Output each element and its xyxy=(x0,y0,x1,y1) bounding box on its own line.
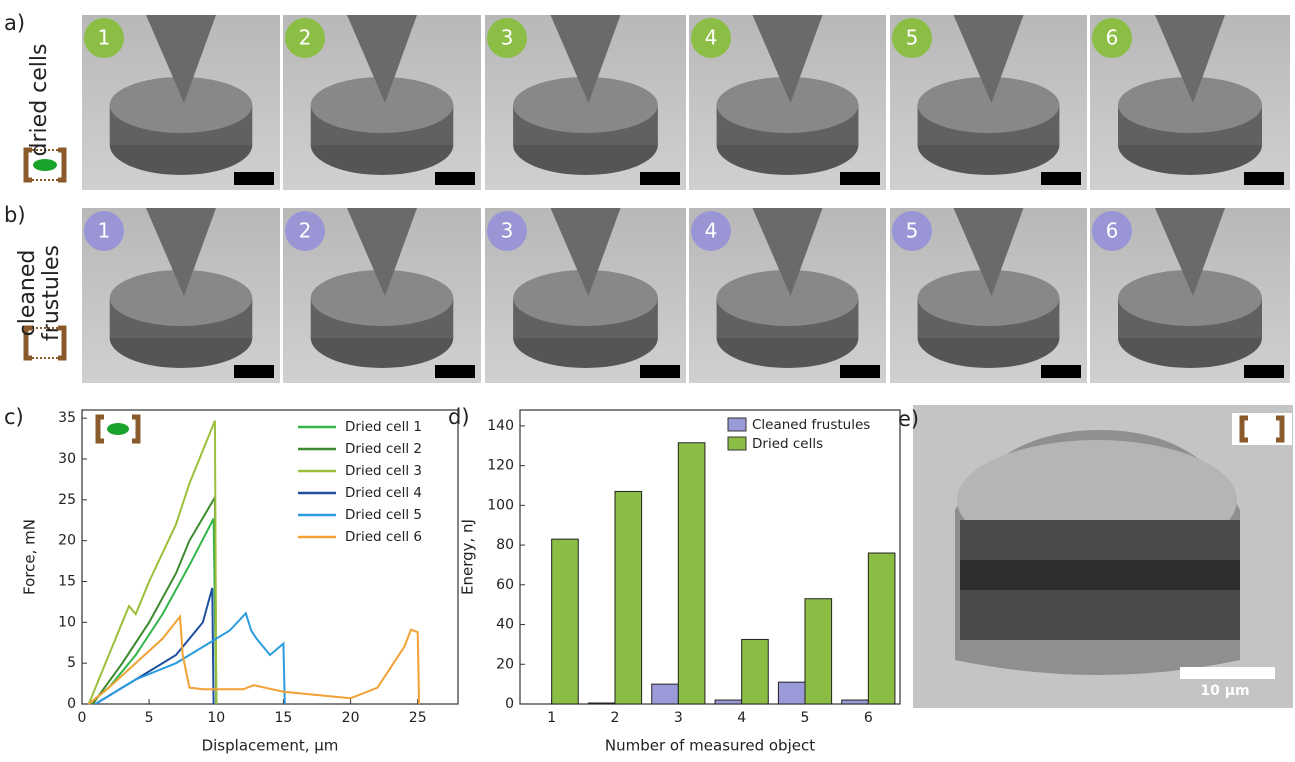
x-tick-label: 5 xyxy=(801,710,810,726)
y-tick-label: 35 xyxy=(58,410,76,426)
number-label: 3 xyxy=(501,26,514,50)
frustule-icon-e xyxy=(1232,413,1292,445)
scale-bar xyxy=(1244,172,1284,185)
number-label: 3 xyxy=(501,219,514,243)
y-tick-label: 100 xyxy=(487,497,514,513)
x-tick-label: 2 xyxy=(611,710,620,726)
x-tick-label: 10 xyxy=(207,710,225,726)
line-series xyxy=(93,497,217,704)
number-label: 1 xyxy=(98,26,111,50)
bar xyxy=(552,539,579,704)
x-axis-label: Displacement, µm xyxy=(202,737,339,755)
y-tick-label: 5 xyxy=(67,655,76,671)
legend-label: Dried cell 3 xyxy=(345,463,422,479)
panel-label: e) xyxy=(898,407,919,431)
figure: 10 µm e) a) b) c) d) 123456dried cells12… xyxy=(0,0,1295,758)
line-series xyxy=(89,519,217,704)
bar xyxy=(615,491,642,704)
scale-bar xyxy=(640,172,680,185)
bar xyxy=(778,682,805,704)
bar xyxy=(805,599,832,704)
scale-bar xyxy=(1041,172,1081,185)
panel-label: a) xyxy=(4,11,25,35)
x-tick-label: 4 xyxy=(737,710,746,726)
y-tick-label: 15 xyxy=(58,574,76,590)
line-series xyxy=(89,421,217,704)
scale-bar xyxy=(1041,365,1081,378)
bar xyxy=(652,684,679,704)
y-tick-label: 0 xyxy=(505,696,514,712)
scale-bar xyxy=(840,172,880,185)
y-tick-label: 140 xyxy=(487,418,514,434)
bar xyxy=(842,700,869,704)
number-label: 4 xyxy=(705,219,718,243)
number-label: 4 xyxy=(705,26,718,50)
y-tick-label: 20 xyxy=(496,656,514,672)
scale-bar xyxy=(840,365,880,378)
number-label: 2 xyxy=(299,26,312,50)
panel-label: d) xyxy=(448,405,470,429)
x-tick-label: 5 xyxy=(145,710,154,726)
legend-label: Cleaned frustules xyxy=(752,417,870,433)
x-axis-label: Number of measured object xyxy=(605,737,815,755)
x-tick-label: 1 xyxy=(547,710,556,726)
line-series xyxy=(89,617,419,704)
legend-label: Dried cell 2 xyxy=(345,441,422,457)
scale-bar xyxy=(1244,365,1284,378)
row-title: dried cells xyxy=(27,44,52,157)
panel-label: c) xyxy=(4,405,24,429)
legend-label: Dried cell 6 xyxy=(345,529,422,545)
y-tick-label: 60 xyxy=(496,577,514,593)
y-tick-label: 10 xyxy=(58,614,76,630)
bar xyxy=(868,553,895,704)
legend-label: Dried cell 1 xyxy=(345,419,422,435)
chart-icon xyxy=(98,417,138,441)
scale-bar xyxy=(234,172,274,185)
y-tick-label: 30 xyxy=(58,451,76,467)
y-tick-label: 80 xyxy=(496,537,514,553)
y-tick-label: 0 xyxy=(67,696,76,712)
panel-label: b) xyxy=(4,203,26,227)
x-tick-label: 20 xyxy=(342,710,360,726)
row-title: frustules xyxy=(39,245,64,341)
legend-label: Dried cell 5 xyxy=(345,507,422,523)
bar xyxy=(678,443,705,704)
bar xyxy=(742,639,769,704)
number-label: 5 xyxy=(906,219,919,243)
bar xyxy=(588,703,615,704)
x-tick-label: 6 xyxy=(864,710,873,726)
scale-bar xyxy=(640,365,680,378)
legend-label: Dried cell 4 xyxy=(345,485,422,501)
number-label: 6 xyxy=(1106,219,1119,243)
line-series xyxy=(95,613,284,704)
legend-label: Dried cells xyxy=(752,436,823,452)
scale-bar-label: 10 µm xyxy=(1200,683,1249,699)
scale-bar xyxy=(234,365,274,378)
y-tick-label: 20 xyxy=(58,533,76,549)
x-tick-label: 0 xyxy=(78,710,87,726)
scale-bar xyxy=(435,172,475,185)
number-label: 6 xyxy=(1106,26,1119,50)
y-tick-label: 120 xyxy=(487,458,514,474)
number-label: 5 xyxy=(906,26,919,50)
sem-image-e xyxy=(913,405,1293,708)
x-tick-label: 15 xyxy=(275,710,293,726)
y-tick-label: 25 xyxy=(58,492,76,508)
page: {"panels": { "a": {"label": "a)", "row_t… xyxy=(0,0,1295,762)
number-label: 2 xyxy=(299,219,312,243)
x-tick-label: 25 xyxy=(409,710,427,726)
legend-swatch xyxy=(728,437,746,450)
y-tick-label: 40 xyxy=(496,617,514,633)
row-title: cleaned xyxy=(15,250,40,337)
x-tick-label: 3 xyxy=(674,710,683,726)
bar xyxy=(715,700,742,704)
y-axis-label: Energy, nJ xyxy=(459,519,477,595)
y-axis-label: Force, mN xyxy=(21,519,39,595)
number-label: 1 xyxy=(98,219,111,243)
legend-swatch xyxy=(728,418,746,431)
scale-bar xyxy=(435,365,475,378)
